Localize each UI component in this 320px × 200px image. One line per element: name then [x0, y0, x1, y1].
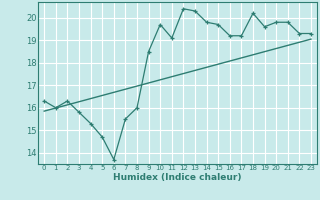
X-axis label: Humidex (Indice chaleur): Humidex (Indice chaleur): [113, 173, 242, 182]
